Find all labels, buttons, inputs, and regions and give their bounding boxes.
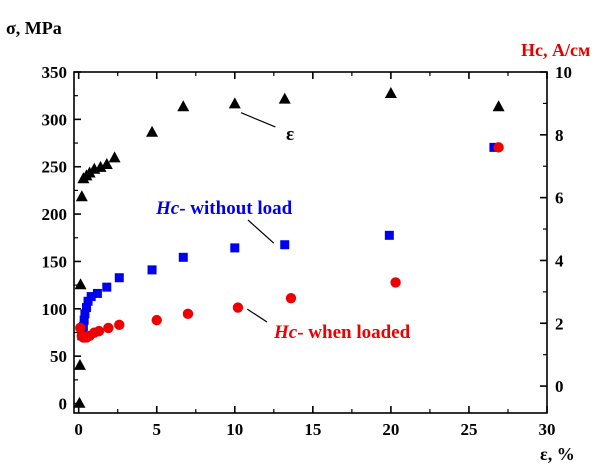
left-tick-label: 350 bbox=[42, 63, 68, 82]
left-axis-label: σ, MPa bbox=[6, 18, 62, 38]
triangle-point bbox=[492, 100, 505, 112]
circle-point bbox=[493, 142, 504, 153]
plot-frame bbox=[73, 71, 548, 414]
right-tick-label: 2 bbox=[555, 314, 564, 333]
square-point bbox=[280, 240, 290, 250]
square-point bbox=[147, 265, 157, 275]
x-tick-label: 15 bbox=[304, 420, 321, 439]
epsilon-annotation: ε bbox=[286, 124, 294, 145]
hc-without-load-text: - without load bbox=[179, 198, 292, 219]
circle-point bbox=[75, 322, 86, 334]
hc-when-loaded-italic: Hc bbox=[273, 322, 298, 343]
left-tick-label: 150 bbox=[42, 252, 68, 271]
triangle-point bbox=[94, 160, 107, 172]
hc-when-loaded-text: - when loaded bbox=[297, 322, 410, 343]
square-point bbox=[230, 243, 240, 253]
square-point bbox=[83, 296, 93, 306]
x-tick-label: 5 bbox=[152, 420, 161, 439]
left-tick-label: 50 bbox=[50, 347, 67, 366]
x-axis-label: ε, % bbox=[540, 444, 575, 464]
triangle-point bbox=[177, 100, 190, 112]
right-tick-label: 8 bbox=[555, 126, 564, 145]
left-tick-label: 0 bbox=[59, 395, 68, 414]
triangle-point bbox=[75, 190, 88, 202]
square-point bbox=[79, 315, 89, 325]
epsilon-leader-line bbox=[240, 112, 276, 128]
hc-without-load-italic: Hc bbox=[155, 198, 180, 219]
triangle-point bbox=[278, 92, 291, 104]
triangle-point bbox=[74, 278, 87, 290]
circle-point bbox=[390, 277, 401, 288]
left-tick-label: 300 bbox=[42, 110, 68, 129]
circle-point bbox=[151, 314, 162, 326]
x-tick-label: 10 bbox=[226, 420, 243, 439]
left-tick-label: 250 bbox=[42, 158, 68, 177]
x-tick-label: 25 bbox=[460, 420, 477, 439]
when-loaded-leader-line bbox=[246, 308, 268, 323]
triangle-point bbox=[73, 396, 86, 408]
circle-point bbox=[93, 325, 105, 337]
axis-ticks bbox=[74, 71, 548, 413]
square-point bbox=[102, 282, 112, 292]
x-tick-label: 0 bbox=[74, 420, 83, 439]
right-tick-label: 6 bbox=[555, 189, 564, 208]
triangle-point bbox=[73, 358, 86, 370]
plot-border bbox=[73, 71, 548, 414]
x-tick-label: 30 bbox=[539, 420, 556, 439]
circle-point bbox=[232, 302, 244, 313]
circle-point bbox=[114, 319, 125, 331]
circle-point bbox=[285, 292, 297, 304]
square-point bbox=[114, 273, 124, 283]
triangle-point bbox=[146, 125, 159, 137]
square-point bbox=[92, 288, 102, 298]
left-tick-label: 200 bbox=[42, 205, 68, 224]
right-axis-label: Hc, А/см bbox=[521, 40, 590, 60]
triangle-point bbox=[100, 158, 113, 170]
right-tick-label: 10 bbox=[555, 63, 572, 82]
hc-without-load-annotation: Hc- without load bbox=[155, 198, 293, 219]
circle-point bbox=[103, 322, 114, 334]
data-marks bbox=[73, 86, 505, 408]
without-load-leader-line bbox=[247, 219, 275, 244]
square-point bbox=[384, 230, 394, 240]
triangle-point bbox=[108, 151, 121, 163]
right-tick-label: 4 bbox=[555, 251, 564, 270]
triangle-point bbox=[228, 97, 241, 109]
square-point bbox=[80, 309, 90, 319]
triangle-point bbox=[384, 86, 397, 98]
x-tick-label: 20 bbox=[382, 420, 399, 439]
left-tick-label: 100 bbox=[42, 300, 68, 319]
square-point bbox=[86, 292, 96, 302]
hc-when-loaded-annotation: Hc- when loaded bbox=[273, 322, 411, 343]
square-point bbox=[178, 252, 188, 262]
circle-point bbox=[182, 308, 194, 320]
square-point bbox=[81, 303, 91, 313]
right-tick-label: 0 bbox=[555, 377, 564, 396]
